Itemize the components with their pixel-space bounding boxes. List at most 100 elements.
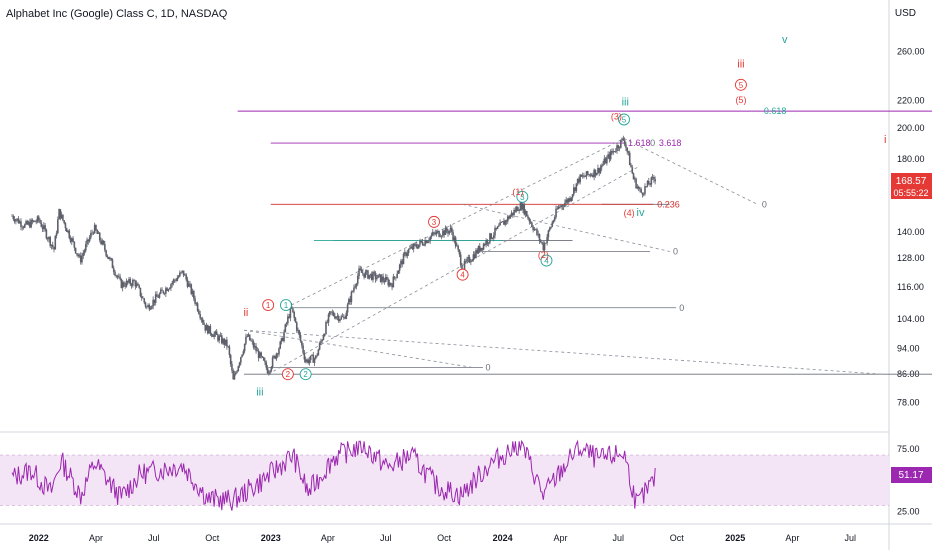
- candle-body: [250, 340, 252, 341]
- candle-body: [111, 259, 114, 269]
- candle-body: [181, 270, 184, 273]
- price-tick-label: 94.00: [897, 343, 920, 353]
- candle-body: [630, 165, 632, 168]
- wave-paren-3: (3): [611, 111, 622, 121]
- symbol-title[interactable]: Alphabet Inc (Google) Class C, 1D, NASDA…: [6, 8, 228, 20]
- rsi-axis[interactable]: 75.00 25.00: [897, 444, 920, 517]
- candle-body: [451, 227, 453, 233]
- candle-body: [503, 221, 505, 225]
- candle-body: [548, 228, 551, 231]
- candle-body: [342, 316, 345, 318]
- candle-body: [27, 221, 30, 225]
- candle-body: [147, 305, 149, 308]
- candle-body: [602, 163, 604, 166]
- candle-body: [205, 325, 208, 331]
- candle-body: [232, 370, 235, 380]
- time-tick-label: Apr: [89, 533, 103, 543]
- candle-body: [433, 232, 435, 233]
- candle-body: [34, 220, 36, 222]
- candle-body: [651, 176, 654, 178]
- candle-body: [198, 310, 200, 315]
- candle-body: [571, 194, 574, 198]
- candle-body: [396, 273, 398, 278]
- candle-body: [46, 238, 49, 240]
- candle-body: [552, 220, 555, 223]
- candle-body: [275, 353, 278, 359]
- candle-body: [48, 237, 50, 240]
- wave-2-red: 2: [286, 370, 291, 379]
- candle-body: [533, 229, 536, 231]
- candle-body: [36, 216, 39, 222]
- candle-body: [67, 230, 69, 232]
- candle-body: [176, 277, 179, 281]
- candle-body: [608, 154, 611, 160]
- candle-body: [58, 209, 60, 220]
- candle-body: [539, 240, 542, 242]
- candle-body: [132, 280, 134, 286]
- candle-body: [437, 230, 439, 232]
- candle-body: [344, 317, 346, 319]
- candle-body: [581, 175, 584, 177]
- candle-body: [135, 283, 138, 287]
- candle-body: [506, 216, 509, 222]
- candle-body: [279, 341, 282, 349]
- candle-body: [438, 230, 440, 237]
- candle-body: [246, 336, 248, 337]
- candle-body: [627, 151, 630, 153]
- candle-body: [337, 316, 340, 321]
- candle-body: [208, 325, 210, 334]
- candle-body: [335, 316, 337, 319]
- candle-body: [196, 303, 199, 311]
- candle-body: [309, 355, 312, 360]
- candle-body: [162, 290, 165, 294]
- fib-zero-label: 0: [679, 303, 684, 313]
- candle-body: [212, 335, 214, 337]
- candle-body: [284, 324, 287, 332]
- candle-body: [487, 242, 490, 244]
- candle-body: [369, 273, 372, 276]
- candle-body: [477, 246, 480, 254]
- wave-5-red: 5: [739, 81, 744, 90]
- wave-paren-4: (4): [624, 208, 635, 218]
- candle-body: [271, 357, 274, 368]
- candle-body: [126, 280, 129, 283]
- candle-body: [597, 167, 599, 174]
- candle-body: [115, 275, 118, 277]
- candle-body: [353, 287, 355, 292]
- candle-body: [429, 236, 432, 241]
- candle-body: [252, 341, 255, 348]
- time-tick-label: 2023: [261, 533, 281, 543]
- candle-body: [151, 306, 153, 309]
- currency-label[interactable]: USD: [894, 8, 916, 19]
- price-axis[interactable]: 260.00220.00200.00180.00160.00140.00128.…: [897, 47, 925, 408]
- candle-body: [257, 350, 260, 359]
- candle-body: [486, 240, 489, 244]
- candle-body: [566, 199, 569, 203]
- wave-4-red: 4: [460, 271, 465, 280]
- time-axis[interactable]: 2022 Apr Jul Oct 2023 Apr Jul Oct 2024 Apr Jul Oct 2…: [29, 533, 856, 543]
- candle-body: [538, 233, 541, 241]
- time-tick-label: Jul: [613, 533, 625, 543]
- price-tick-label: 78.00: [897, 398, 920, 408]
- candle-body: [107, 257, 110, 260]
- candle-body: [415, 244, 418, 247]
- candle-body: [393, 276, 396, 278]
- candle-body: [229, 354, 232, 365]
- candle-body: [580, 174, 583, 177]
- candle-body: [45, 229, 48, 239]
- candle-body: [586, 171, 589, 175]
- wave-3-red-ring: [428, 215, 440, 228]
- candle-body: [307, 359, 309, 364]
- candle-body: [607, 154, 609, 158]
- wave-i-right: i: [884, 134, 886, 146]
- candle-body: [149, 308, 152, 310]
- candle-body: [545, 243, 547, 244]
- candle-body: [321, 339, 323, 342]
- rsi-tick-label: 75.00: [897, 444, 920, 454]
- price-tick-label: 180.00: [897, 154, 925, 164]
- candle-body: [592, 174, 594, 177]
- candle-body: [234, 372, 237, 375]
- candle-body: [359, 268, 362, 270]
- candle-body: [384, 277, 387, 283]
